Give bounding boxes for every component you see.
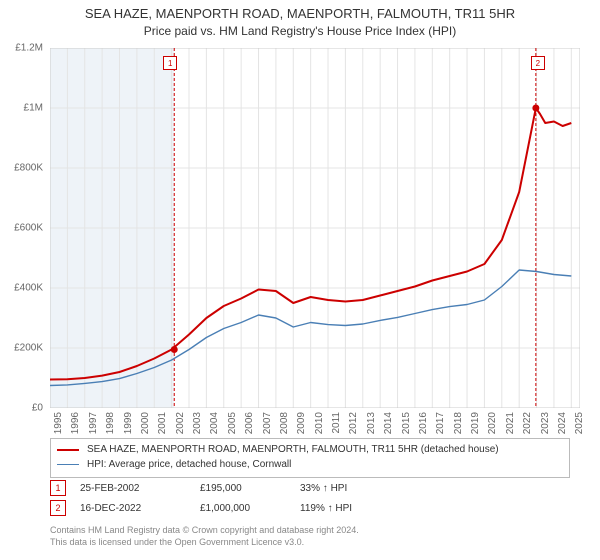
marker-number-box: 2 [50, 500, 66, 516]
x-tick-label: 2002 [175, 412, 186, 434]
y-tick-label: £0 [32, 403, 43, 414]
x-tick-label: 2016 [418, 412, 429, 434]
x-tick-label: 2018 [453, 412, 464, 434]
x-tick-label: 2003 [192, 412, 203, 434]
legend-swatch [57, 449, 79, 451]
footer-line1: Contains HM Land Registry data © Crown c… [50, 524, 359, 536]
sale-marker-2: 2 [531, 56, 545, 70]
plot-svg [50, 48, 580, 408]
x-tick-label: 2008 [279, 412, 290, 434]
x-tick-label: 1995 [53, 412, 64, 434]
chart-container: SEA HAZE, MAENPORTH ROAD, MAENPORTH, FAL… [0, 0, 600, 560]
legend-label: HPI: Average price, detached house, Corn… [87, 459, 291, 470]
x-tick-label: 2023 [540, 412, 551, 434]
footer-text: Contains HM Land Registry data © Crown c… [50, 524, 359, 548]
marker-row: 1 25-FEB-2002£195,00033% ↑ HPI [50, 478, 570, 498]
chart-title: SEA HAZE, MAENPORTH ROAD, MAENPORTH, FAL… [0, 0, 600, 23]
y-tick-label: £1M [24, 103, 43, 114]
x-tick-label: 2004 [209, 412, 220, 434]
x-tick-label: 2006 [244, 412, 255, 434]
sale-marker-1: 1 [163, 56, 177, 70]
marker-pct: 119% ↑ HPI [300, 503, 400, 514]
x-tick-label: 1998 [105, 412, 116, 434]
x-tick-label: 1999 [123, 412, 134, 434]
x-tick-label: 2001 [157, 412, 168, 434]
y-tick-label: £600K [14, 223, 43, 234]
y-tick-label: £200K [14, 343, 43, 354]
x-tick-label: 2013 [366, 412, 377, 434]
x-tick-label: 1996 [70, 412, 81, 434]
legend: SEA HAZE, MAENPORTH ROAD, MAENPORTH, FAL… [50, 438, 570, 478]
marker-number-box: 1 [50, 480, 66, 496]
x-tick-label: 2000 [140, 412, 151, 434]
x-tick-label: 2011 [331, 412, 342, 434]
x-tick-label: 2015 [401, 412, 412, 434]
x-tick-label: 2007 [262, 412, 273, 434]
marker-price: £1,000,000 [200, 503, 300, 514]
x-tick-label: 2020 [487, 412, 498, 434]
legend-label: SEA HAZE, MAENPORTH ROAD, MAENPORTH, FAL… [87, 444, 499, 455]
marker-date: 25-FEB-2002 [80, 483, 200, 494]
marker-row: 2 16-DEC-2022£1,000,000119% ↑ HPI [50, 498, 570, 518]
footer-line2: This data is licensed under the Open Gov… [50, 536, 359, 548]
x-tick-label: 2021 [505, 412, 516, 434]
marker-table: 1 25-FEB-2002£195,00033% ↑ HPI 2 16-DEC-202… [50, 478, 570, 518]
x-tick-label: 2010 [314, 412, 325, 434]
y-tick-label: £800K [14, 163, 43, 174]
legend-item: SEA HAZE, MAENPORTH ROAD, MAENPORTH, FAL… [57, 442, 563, 457]
x-tick-label: 2022 [522, 412, 533, 434]
x-tick-label: 1997 [88, 412, 99, 434]
x-tick-label: 2014 [383, 412, 394, 434]
x-tick-label: 2012 [348, 412, 359, 434]
x-tick-label: 2009 [296, 412, 307, 434]
marker-pct: 33% ↑ HPI [300, 483, 400, 494]
y-tick-label: £400K [14, 283, 43, 294]
marker-price: £195,000 [200, 483, 300, 494]
legend-item: HPI: Average price, detached house, Corn… [57, 457, 563, 472]
x-tick-label: 2017 [435, 412, 446, 434]
x-tick-label: 2005 [227, 412, 238, 434]
marker-date: 16-DEC-2022 [80, 503, 200, 514]
x-tick-label: 2024 [557, 412, 568, 434]
x-tick-label: 2019 [470, 412, 481, 434]
x-tick-label: 2025 [574, 412, 585, 434]
y-tick-label: £1.2M [15, 43, 43, 54]
chart-subtitle: Price paid vs. HM Land Registry's House … [0, 23, 600, 38]
legend-swatch [57, 464, 79, 465]
chart-area: 12£0£200K£400K£600K£800K£1M£1.2M19951996… [50, 48, 580, 408]
